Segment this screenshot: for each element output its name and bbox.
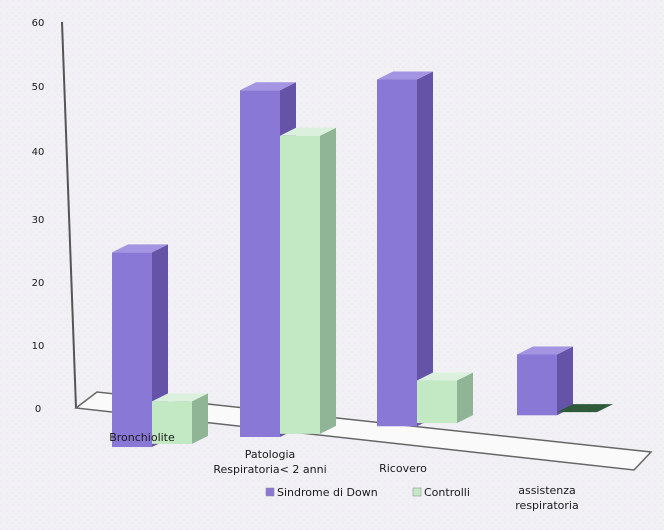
x-category-label: Ricovero <box>379 462 427 475</box>
bar-down-1-top <box>240 82 296 91</box>
y-tick-label: 0 <box>35 404 41 415</box>
bar-controlli-3-flat <box>557 404 613 413</box>
bar-down-3-front <box>517 354 557 416</box>
bar-down-0-top <box>112 244 168 253</box>
chart-floor <box>74 391 653 471</box>
x-category-label: assistenza <box>518 484 576 497</box>
x-category-label: respiratoria <box>515 499 578 512</box>
legend-swatch <box>265 487 275 497</box>
bar-controlli-2 <box>417 372 473 424</box>
bar-down-3 <box>517 346 573 416</box>
bar-down-2 <box>377 71 433 427</box>
legend-label: Sindrome di Down <box>277 486 378 499</box>
bar-controlli-2-front <box>417 380 457 424</box>
y-tick-label: 20 <box>32 278 45 289</box>
bar-controlli-1 <box>280 127 336 434</box>
bar-controlli-0-top <box>152 393 208 402</box>
bar-down-0 <box>112 244 168 448</box>
legend-label: Controlli <box>424 486 470 499</box>
y-tick-label: 50 <box>32 82 45 93</box>
y-tick-label: 60 <box>32 18 45 29</box>
y-tick-label: 40 <box>32 147 45 158</box>
bar-down-2-top <box>377 71 433 80</box>
bar-down-0-front <box>112 252 152 448</box>
y-axis-line <box>61 21 77 409</box>
bar-down-2-front <box>377 79 417 427</box>
x-category-label: Patologia <box>245 448 296 461</box>
bar-down-3-side <box>557 346 573 416</box>
bar-controlli-0 <box>152 393 208 444</box>
legend-swatch <box>412 487 422 497</box>
bar-controlli-1-front <box>280 135 320 434</box>
bar-down-3-top <box>517 346 573 355</box>
bar-controlli-2-side <box>457 372 473 424</box>
bar-controlli-1-side <box>320 127 336 434</box>
y-tick-label: 30 <box>32 215 45 226</box>
bar-controlli-2-top <box>417 372 473 381</box>
x-category-label: Bronchiolite <box>109 431 175 444</box>
bar-controlli-1-top <box>280 127 336 136</box>
bar-controlli-0-side <box>192 393 208 444</box>
bar-down-2-side <box>417 71 433 427</box>
x-category-label: Respiratoria< 2 anni <box>213 463 326 476</box>
bar-controlli-0-front <box>152 401 192 444</box>
bar-down-1-front <box>240 90 280 437</box>
y-tick-label: 10 <box>32 341 45 352</box>
